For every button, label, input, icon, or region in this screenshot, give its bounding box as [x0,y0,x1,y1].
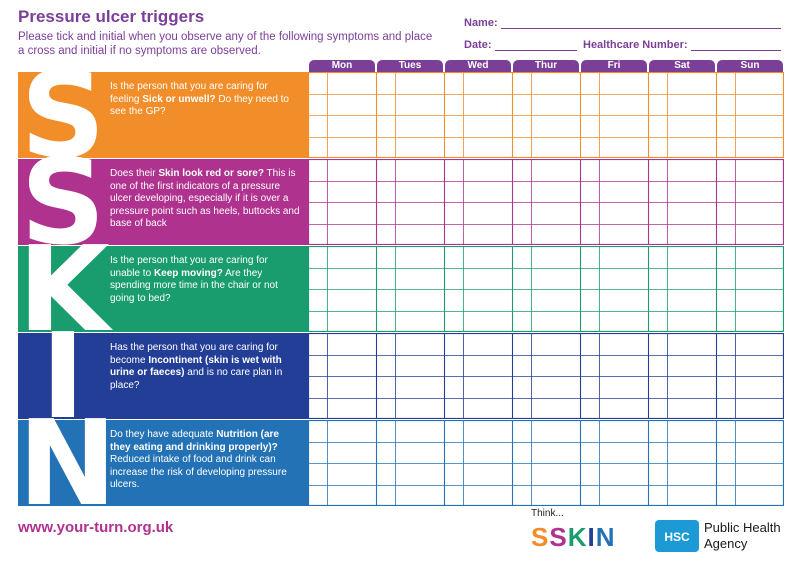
symptom-text: This is one of the first indicators of a… [110,168,300,229]
symptom-text: Do they have adequate [110,429,217,440]
wordmark-letter-4: I [587,522,596,552]
day-header-sat: Sat [649,60,715,72]
grid-outline [307,158,785,246]
day-header-tues: Tues [377,60,443,72]
public-health-agency-logo: HSC Public Health Agency [655,518,790,558]
symptom-keyword: Nutrition (are they eating and drinking … [110,429,279,453]
symptom-keyword: Keep moving? [153,267,223,279]
wordmark-letter-2: S [549,522,568,552]
tracking-grid-lines [307,158,785,246]
symptom-question: Does their Skin look red or sore? This i… [110,168,300,231]
agency-name-line2: Agency [704,536,748,551]
symptom-text: Are they spending more time in the chair… [110,267,278,304]
date-field[interactable]: Date: [464,39,577,51]
symptom-question: Has the person that you are caring for b… [110,342,300,392]
symptom-row-label: Does their Skin look red or sore? This i… [18,159,308,245]
symptom-keyword: Skin look red or sore? [158,168,264,179]
tracking-grid-lines [307,71,785,159]
website-link[interactable]: www.your-turn.org.uk [18,519,174,536]
agency-name: Public Health Agency [704,520,781,552]
day-header-wed: Wed [445,60,511,72]
tracking-grid-lines [307,419,785,507]
day-header-mon: Mon [309,60,375,72]
symptom-text: and is no care plan in place? [110,367,283,391]
symptom-question: Is the person that you are caring for fe… [110,81,300,119]
day-header-fri: Fri [581,60,647,72]
healthcare-number-field[interactable]: Healthcare Number: [583,39,781,51]
day-header-sun: Sun [717,60,783,72]
hsc-badge-text: HSC [664,530,690,544]
page-title: Pressure ulcer triggers [18,7,205,26]
grid-outline [307,419,785,507]
symptom-row-2: Does their Skin look red or sore? This i… [18,158,785,246]
symptom-text: Reduced intake of food and drink can inc… [110,454,287,490]
tracking-grid-lines [307,245,785,333]
symptom-row-label: Is the person that you are caring for un… [18,246,308,332]
symptom-question: Do they have adequate Nutrition (are the… [110,429,300,492]
tracking-grid[interactable] [307,158,785,246]
healthcare-number-label: Healthcare Number: [583,39,688,51]
symptom-row-label: Has the person that you are caring for b… [18,333,308,419]
wordmark-letter-5: N [595,522,616,552]
symptom-question: Is the person that you are caring for un… [110,255,300,305]
wordmark-letter-1: S [531,522,550,552]
date-input-line[interactable] [494,40,577,51]
healthcare-number-input-line[interactable] [690,40,781,51]
instructions-text: Please tick and initial when you observe… [18,31,433,57]
name-field[interactable]: Name: [464,17,781,29]
grid-outline [307,71,785,159]
symptom-row-1: Is the person that you are caring for fe… [18,71,785,159]
tracking-grid[interactable] [307,332,785,420]
agency-name-line1: Public Health [704,520,781,535]
hsc-badge-icon: HSC [655,520,699,552]
grid-outline [307,245,785,333]
wordmark-letter-3: K [567,522,588,552]
symptom-row-5: Do they have adequate Nutrition (are the… [18,419,785,507]
symptom-text: Is the person that you are caring for fe… [110,81,268,105]
symptom-row-label: Do they have adequate Nutrition (are the… [18,420,308,506]
name-input-line[interactable] [500,18,781,29]
sskin-wordmark: SSKIN [531,522,615,552]
name-label: Name: [464,17,498,29]
symptom-text: Do they need to see the GP? [110,93,289,118]
symptom-row-3: Is the person that you are caring for un… [18,245,785,333]
date-label: Date: [464,39,492,51]
tracking-grid[interactable] [307,419,785,507]
symptom-keyword: Incontinent (skin is wet with urine or f… [110,354,282,379]
symptom-row-4: Has the person that you are caring for b… [18,332,785,420]
symptom-text: Does their [110,168,159,179]
symptom-text: Has the person that you are caring for b… [110,342,278,366]
symptom-text: Is the person that you are caring for un… [110,255,268,279]
tracking-grid[interactable] [307,245,785,333]
symptom-row-label: Is the person that you are caring for fe… [18,72,308,158]
think-label: Think... [531,508,564,519]
day-headers: Mon Tues Wed Thur Fri Sat Sun [308,60,784,72]
symptom-keyword: Sick or unwell? [142,93,216,105]
day-header-thur: Thur [513,60,579,72]
tracking-grid-lines [307,332,785,420]
tracking-grid[interactable] [307,71,785,159]
grid-outline [307,332,785,420]
